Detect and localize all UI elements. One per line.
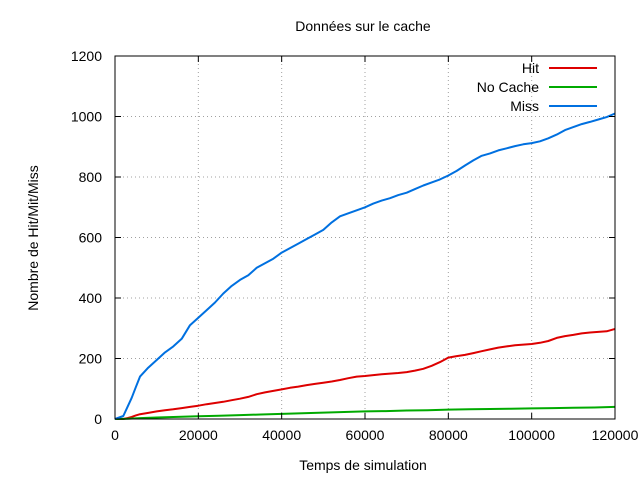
x-tick-label: 0 <box>111 427 119 443</box>
legend-label-miss: Miss <box>510 98 539 114</box>
axis-ticks: 0 20000 40000 60000 80000 100000 120000 0 200 400… <box>71 48 639 443</box>
y-tick-label: 1200 <box>71 48 102 64</box>
x-tick-label: 60000 <box>346 427 385 443</box>
y-tick-label: 800 <box>79 169 103 185</box>
series-line-hit <box>115 327 616 420</box>
y-tick-label: 600 <box>79 230 103 246</box>
x-axis-label: Temps de simulation <box>299 457 427 473</box>
legend: Hit No Cache Miss <box>477 60 597 114</box>
y-tick-label: 1000 <box>71 109 102 125</box>
legend-label-hit: Hit <box>522 60 539 76</box>
chart-title: Données sur le cache <box>295 18 431 34</box>
x-tick-label: 20000 <box>179 427 218 443</box>
y-tick-label: 0 <box>94 411 102 427</box>
y-tick-label: 400 <box>79 290 103 306</box>
x-tick-label: 40000 <box>262 427 301 443</box>
y-tick-label: 200 <box>79 351 103 367</box>
series-line-miss <box>114 112 616 420</box>
x-tick-label: 120000 <box>592 427 639 443</box>
grid-lines <box>115 56 615 419</box>
x-tick-label: 100000 <box>508 427 555 443</box>
series-layer <box>114 112 616 420</box>
legend-label-no-cache: No Cache <box>477 79 539 95</box>
x-tick-label: 80000 <box>429 427 468 443</box>
series-line-no-cache <box>114 405 616 420</box>
y-axis-label: Nombre de Hit/Mit/Miss <box>25 165 41 310</box>
